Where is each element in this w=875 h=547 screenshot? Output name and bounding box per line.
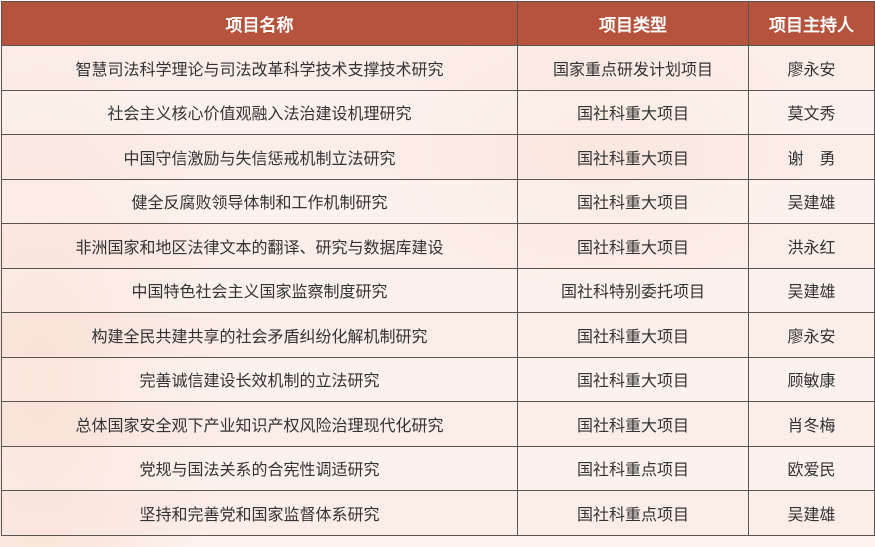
table-row: 中国特色社会主义国家监察制度研究 国社科特别委托项目 吴建雄 bbox=[1, 267, 875, 313]
table-row: 构建全民共建共享的社会矛盾纠纷化解机制研究 国社科重大项目 廖永安 bbox=[1, 312, 875, 358]
table-row: 党规与国法关系的合宪性调适研究 国社科重点项目 欧爱民 bbox=[1, 445, 875, 491]
project-name-cell: 非洲国家和地区法律文本的翻译、研究与数据库建设 bbox=[1, 223, 518, 269]
project-leader-cell: 廖永安 bbox=[748, 45, 875, 91]
project-type-cell: 国社科重点项目 bbox=[517, 490, 749, 536]
project-name-cell: 健全反腐败领导体制和工作机制研究 bbox=[1, 178, 518, 224]
project-type-cell: 国社科重点项目 bbox=[517, 445, 749, 491]
table-row: 坚持和完善党和国家监督体系研究 国社科重点项目 吴建雄 bbox=[1, 490, 875, 536]
project-leader-cell: 谢 勇 bbox=[748, 134, 875, 180]
project-name-cell: 坚持和完善党和国家监督体系研究 bbox=[1, 490, 518, 536]
project-name-cell: 中国特色社会主义国家监察制度研究 bbox=[1, 267, 518, 313]
project-leader-cell: 欧爱民 bbox=[748, 445, 875, 491]
header-row: 项目名称 项目类型 项目主持人 bbox=[1, 1, 875, 46]
project-name-cell: 完善诚信建设长效机制的立法研究 bbox=[1, 356, 518, 402]
table-row: 非洲国家和地区法律文本的翻译、研究与数据库建设 国社科重大项目 洪永红 bbox=[1, 223, 875, 269]
header-project-name: 项目名称 bbox=[1, 1, 518, 46]
project-leader-cell: 吴建雄 bbox=[748, 267, 875, 313]
project-type-cell: 国社科重大项目 bbox=[517, 223, 749, 269]
project-leader-cell: 顾敏康 bbox=[748, 356, 875, 402]
project-type-cell: 国社科重大项目 bbox=[517, 134, 749, 180]
project-name-cell: 智慧司法科学理论与司法改革科学技术支撑技术研究 bbox=[1, 45, 518, 91]
project-name-cell: 党规与国法关系的合宪性调适研究 bbox=[1, 445, 518, 491]
table-row: 中国守信激励与失信惩戒机制立法研究 国社科重大项目谢 勇 bbox=[1, 134, 875, 180]
project-name-cell: 社会主义核心价值观融入法治建设机理研究 bbox=[1, 89, 518, 135]
project-type-cell: 国社科重大项目 bbox=[517, 356, 749, 402]
project-type-cell: 国家重点研发计划项目 bbox=[517, 45, 749, 91]
project-name-cell: 总体国家安全观下产业知识产权风险治理现代化研究 bbox=[1, 401, 518, 447]
project-name-cell: 中国守信激励与失信惩戒机制立法研究 bbox=[1, 134, 518, 180]
table-row: 社会主义核心价值观融入法治建设机理研究 国社科重大项目 莫文秀 bbox=[1, 89, 875, 135]
project-type-cell: 国社科重大项目 bbox=[517, 178, 749, 224]
table-row: 总体国家安全观下产业知识产权风险治理现代化研究 国社科重大项目 肖冬梅 bbox=[1, 401, 875, 447]
project-type-cell: 国社科特别委托项目 bbox=[517, 267, 749, 313]
project-leader-cell: 吴建雄 bbox=[748, 490, 875, 536]
project-type-cell: 国社科重大项目 bbox=[517, 312, 749, 358]
project-type-cell: 国社科重大项目 bbox=[517, 89, 749, 135]
header-project-type: 项目类型 bbox=[517, 1, 749, 46]
project-leader-cell: 莫文秀 bbox=[748, 89, 875, 135]
table-row: 健全反腐败领导体制和工作机制研究 国社科重大项目 吴建雄 bbox=[1, 178, 875, 224]
table-row: 完善诚信建设长效机制的立法研究 国社科重大项目 顾敏康 bbox=[1, 356, 875, 402]
table-row: 智慧司法科学理论与司法改革科学技术支撑技术研究 国家重点研发计划项目 廖永安 bbox=[1, 45, 875, 91]
header-project-leader: 项目主持人 bbox=[748, 1, 875, 46]
project-leader-cell: 洪永红 bbox=[748, 223, 875, 269]
project-type-cell: 国社科重大项目 bbox=[517, 401, 749, 447]
projects-table: 项目名称 项目类型 项目主持人 智慧司法科学理论与司法改革科学技术支撑技术研究国… bbox=[1, 1, 875, 536]
project-leader-cell: 吴建雄 bbox=[748, 178, 875, 224]
project-leader-cell: 肖冬梅 bbox=[748, 401, 875, 447]
project-leader-cell: 廖永安 bbox=[748, 312, 875, 358]
project-name-cell: 构建全民共建共享的社会矛盾纠纷化解机制研究 bbox=[1, 312, 518, 358]
